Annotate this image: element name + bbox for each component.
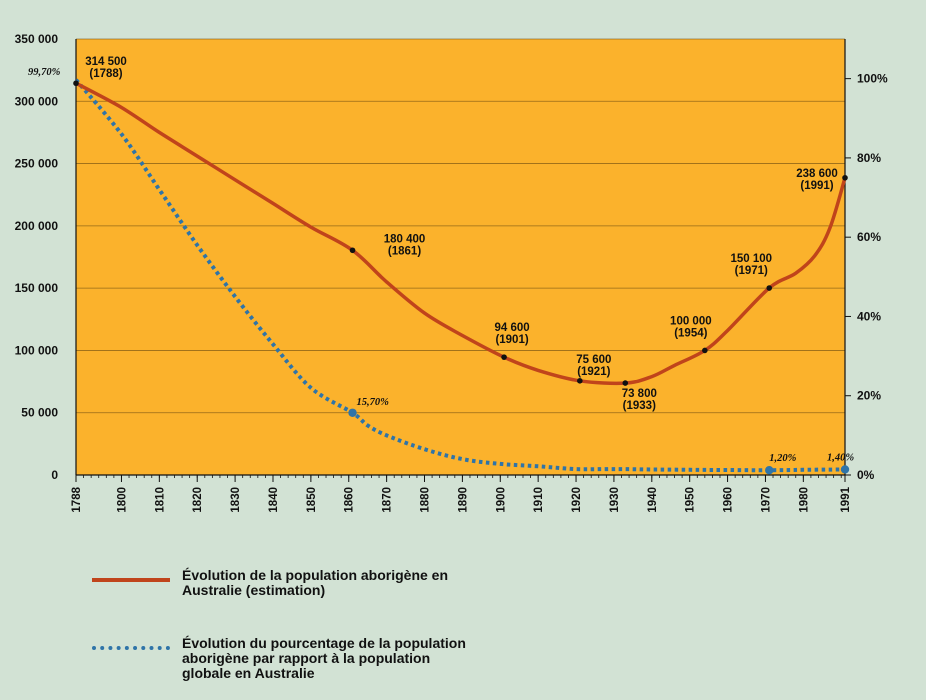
population-value-label: 314 500 [85, 56, 127, 68]
percentage-line [74, 78, 846, 473]
x-tick-label: 1920 [571, 487, 583, 513]
x-tick-label: 1860 [344, 487, 356, 513]
percentage-label: 1,40% [827, 452, 854, 463]
x-tick-label: 1820 [192, 487, 204, 513]
population-marker [349, 247, 356, 254]
population-year-label: (1933) [623, 400, 656, 412]
population-marker [577, 378, 583, 384]
percentage-series [74, 78, 850, 475]
population-value-label: 75 600 [576, 354, 611, 366]
x-tick-label: 1870 [382, 487, 394, 513]
population-line [75, 81, 847, 386]
x-tick-label: 1788 [71, 486, 83, 512]
x-tick-label: 1960 [723, 487, 735, 513]
percentage-label: 15,70% [357, 397, 390, 408]
legend-item-percentage: Évolution du pourcentage de la populatio… [92, 636, 512, 681]
x-tick-label: 1970 [760, 487, 772, 513]
population-value-label: 180 400 [384, 233, 426, 245]
legend-population-line1: Évolution de la population aborigène en [182, 567, 449, 583]
y-right-tick-label: 100% [857, 72, 888, 86]
x-tick-label: 1991 [840, 486, 852, 512]
population-marker [842, 174, 848, 181]
percentage-marker [765, 466, 774, 475]
y-left-tick-label: 350 000 [15, 32, 59, 46]
x-tick-label: 1810 [154, 487, 166, 513]
legend-label-percentage: Évolution du pourcentage de la populatio… [182, 636, 512, 681]
data-labels: 99,70% 15,70% 1,20% 1,40% 314 500(1788) 180 4… [28, 56, 854, 464]
population-series [73, 80, 848, 386]
y-right-tick-label: 80% [857, 151, 881, 165]
population-year-label: (1861) [388, 245, 421, 257]
population-year-label: (1954) [674, 327, 707, 339]
population-marker [622, 380, 629, 386]
y-right-tick-label: 60% [857, 230, 881, 244]
legend-label-population: Évolution de la population aborigène en … [182, 568, 512, 598]
y-left-tick-label: 100 000 [15, 343, 59, 357]
x-tick-label: 1800 [116, 487, 128, 513]
population-marker [766, 285, 773, 291]
x-tick-label: 1940 [647, 487, 659, 513]
legend-swatch-population [92, 578, 170, 582]
x-tick-label: 1930 [609, 487, 621, 513]
x-tick-label: 1840 [268, 487, 280, 513]
y-left-tick-label: 250 000 [15, 157, 59, 171]
population-year-label: (1921) [577, 366, 610, 378]
y-left-tick-label: 200 000 [15, 219, 59, 233]
x-tick-label: 1980 [798, 487, 810, 513]
legend-item-population: Évolution de la population aborigène en … [92, 568, 512, 598]
x-tick-label: 1910 [533, 487, 545, 513]
y-right-tick-label: 20% [857, 389, 881, 403]
x-tick-label: 1880 [420, 487, 432, 513]
legend-swatch-percentage [92, 646, 170, 650]
population-value-label: 73 800 [622, 388, 657, 400]
legend-population-line2: Australie (estimation) [182, 582, 326, 598]
population-value-label: 238 600 [796, 168, 838, 180]
x-tick-label: 1900 [495, 487, 507, 513]
axes: 0 50 000 100 000 150 000 200 000 250 000 300 0… [15, 32, 888, 513]
y-right-tick-label: 0% [857, 468, 875, 482]
population-year-label: (1788) [89, 68, 122, 80]
y-left-tick-label: 50 000 [21, 406, 58, 420]
legend-percentage-line3: globale en Australie [182, 665, 315, 681]
population-chart: 0 50 000 100 000 150 000 200 000 250 000 300 0… [15, 32, 888, 513]
population-year-label: (1971) [735, 265, 768, 277]
legend-percentage-line2: aborigène par rapport à la population [182, 650, 431, 666]
x-tick-label: 1950 [685, 487, 697, 513]
population-year-label: (1901) [495, 334, 528, 346]
population-value-label: 150 100 [730, 253, 772, 265]
legend-percentage-line1: Évolution du pourcentage de la populatio… [182, 635, 466, 651]
population-value-label: 100 000 [670, 315, 712, 327]
percentage-marker [348, 408, 357, 417]
x-tick-label: 1890 [457, 487, 469, 513]
x-tick-label: 1830 [230, 487, 242, 513]
y-left-tick-label: 0 [51, 468, 58, 482]
y-right-tick-label: 40% [857, 309, 881, 323]
percentage-marker [840, 465, 850, 474]
percentage-label: 99,70% [28, 67, 61, 78]
population-marker [702, 347, 708, 354]
percentage-label: 1,20% [769, 453, 796, 464]
x-tick-label: 1850 [306, 487, 318, 513]
population-value-label: 94 600 [494, 322, 529, 334]
chart-area: 0 50 000 100 000 150 000 200 000 250 000 300 0… [15, 32, 888, 513]
y-left-tick-label: 150 000 [15, 281, 59, 295]
population-year-label: (1991) [800, 180, 833, 192]
population-marker [501, 354, 507, 360]
y-left-tick-label: 300 000 [15, 94, 59, 108]
population-marker [73, 80, 79, 87]
